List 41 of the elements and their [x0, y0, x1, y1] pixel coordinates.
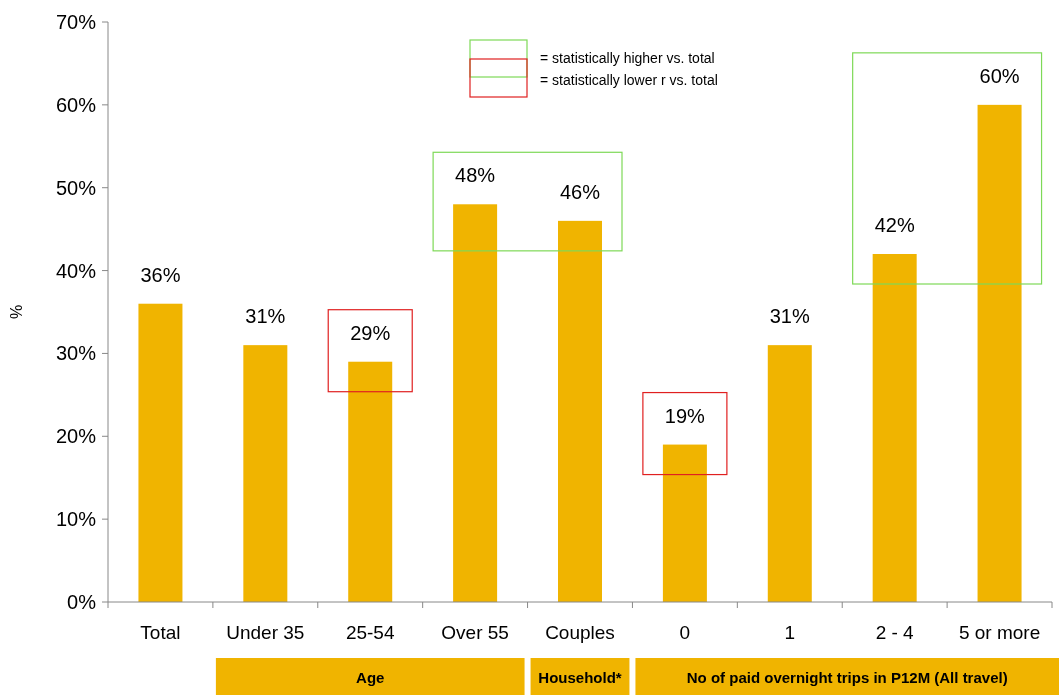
x-tick-label: Couples	[545, 622, 615, 643]
data-label: 19%	[664, 404, 706, 427]
bar	[558, 220, 602, 602]
y-tick-label: 10%	[55, 508, 97, 531]
bar	[872, 254, 917, 602]
bar	[662, 444, 707, 602]
y-tick-label: 70%	[55, 11, 97, 33]
bar	[767, 345, 812, 602]
x-tick-label: 2 - 4	[875, 622, 915, 643]
y-tick-label: 60%	[55, 93, 97, 116]
annotation: = statistically higher vs. total	[540, 49, 715, 66]
x-tick-label: Over 55	[441, 622, 509, 643]
x-tick-label: Total	[140, 622, 181, 643]
data-label: 36%	[140, 263, 181, 286]
annotation: = statistically lower r vs. total	[540, 71, 718, 88]
bar	[453, 204, 498, 602]
y-tick-label: 50%	[55, 176, 97, 199]
x-tick-label: Under 35	[226, 622, 305, 643]
x-tick-label: 1	[784, 622, 796, 643]
data-label: 46%	[559, 180, 601, 203]
bar	[138, 303, 183, 602]
y-tick-label: 40%	[55, 259, 97, 282]
data-label: 29%	[350, 321, 391, 344]
bar	[348, 361, 393, 602]
text: Age	[356, 669, 385, 687]
y-tick-label: 30%	[55, 342, 97, 365]
y-tick-label: 20%	[55, 425, 97, 448]
y-tick-label: 0%	[67, 591, 97, 613]
data-label: 31%	[769, 305, 811, 328]
data-label: 42%	[874, 214, 915, 236]
text: Household*	[538, 669, 622, 687]
x-tick-label: 5 or more	[958, 622, 1041, 643]
x-tick-label: 0	[679, 622, 691, 643]
y-axis-title: %	[8, 304, 25, 320]
data-label: 48%	[455, 164, 496, 187]
bar	[977, 104, 1022, 602]
data-label: 60%	[979, 64, 1020, 87]
data-label: 31%	[245, 305, 286, 328]
x-tick-label: 25-54	[345, 622, 395, 643]
text: No of paid overnight trips in P12M (All travel)	[686, 669, 1008, 687]
bar	[243, 345, 288, 602]
